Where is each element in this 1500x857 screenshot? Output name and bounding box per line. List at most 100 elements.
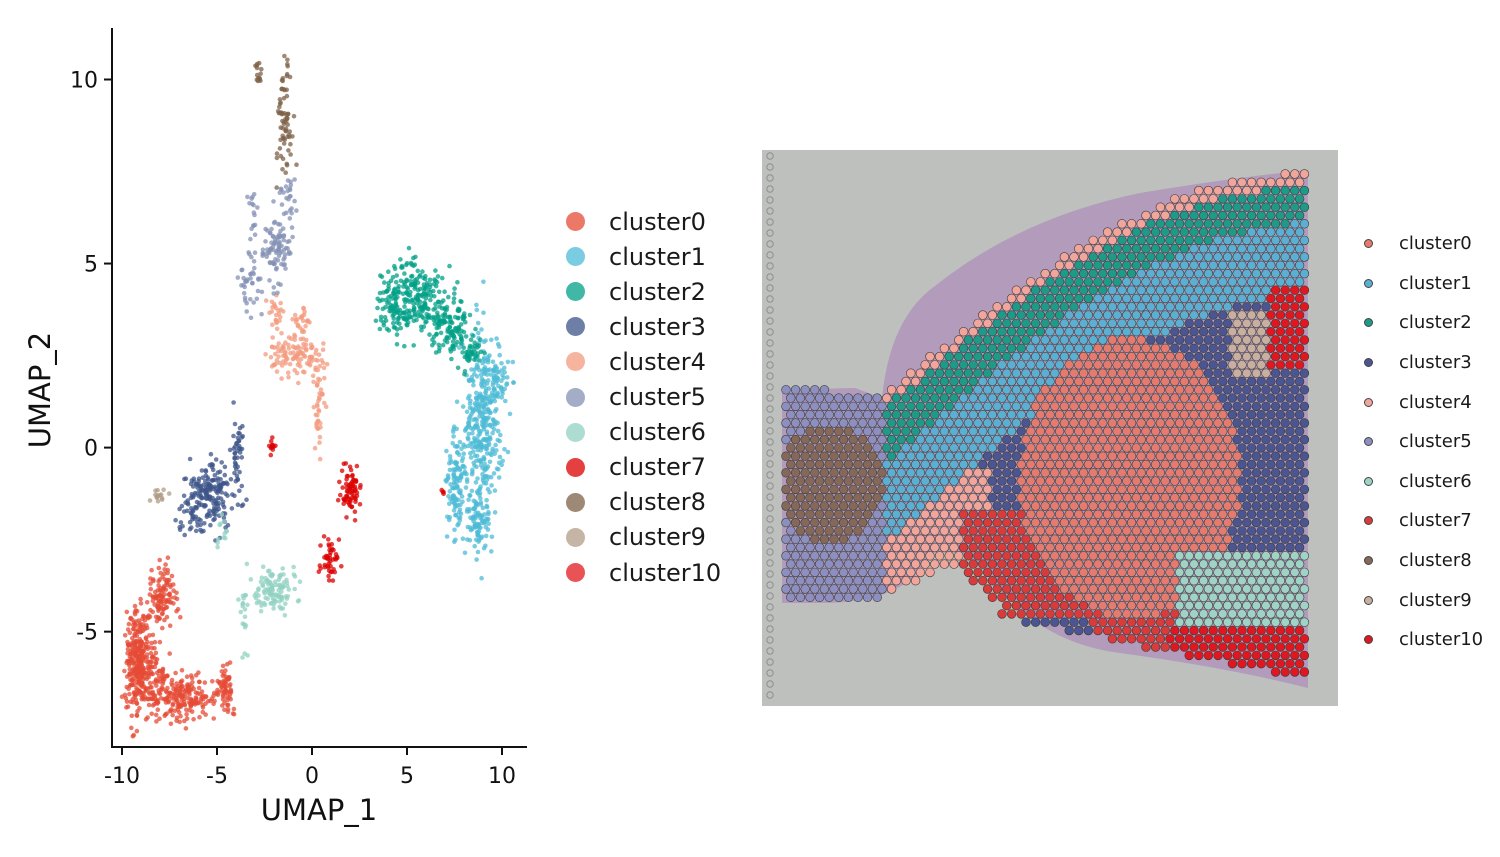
spatial-spot-cluster3 [1299, 517, 1310, 528]
umap-point-cluster1 [460, 404, 466, 409]
spatial-spot-cluster1 [1227, 293, 1238, 304]
umap-point-cluster7 [326, 573, 331, 579]
spatial-spot-cluster0 [1198, 476, 1209, 486]
umap-point-cluster2 [478, 349, 484, 355]
spatial-spot-cluster3 [1251, 468, 1262, 478]
spatial-spot-cluster0 [1194, 434, 1204, 445]
spatial-spot-cluster1 [896, 468, 906, 478]
spatial-spot-cluster3 [1218, 343, 1228, 354]
spatial-spot-cluster0 [1170, 493, 1180, 503]
umap-point-cluster1 [453, 512, 459, 518]
spatial-spot-cluster0 [1074, 459, 1084, 470]
umap-point-cluster1 [481, 454, 487, 460]
umap-point-cluster0 [134, 713, 140, 719]
spatial-spot-cluster3 [1222, 385, 1233, 395]
umap-point-cluster2 [416, 292, 421, 298]
spatial-spot-cluster0 [1131, 542, 1142, 553]
umap-point-cluster3 [229, 506, 235, 511]
spatial-spot-cluster3 [1232, 418, 1242, 428]
spatial-spot-cluster0 [1035, 426, 1046, 436]
spatial-spot-cluster3 [1266, 393, 1276, 403]
spatial-spot-cluster1 [1299, 235, 1310, 246]
spatial-spot-cluster1 [1002, 385, 1012, 395]
spatial-spot-cluster1 [1266, 260, 1276, 271]
spatial-spot-cluster0 [1107, 567, 1118, 578]
umap-point-cluster1 [468, 398, 473, 404]
spatial-spot-cluster1 [978, 443, 988, 453]
spatial-spot-cluster5 [862, 542, 873, 553]
spatial-spot-cluster0 [1165, 501, 1175, 511]
spatial-spot-cluster1 [882, 459, 892, 470]
spatial-spot-cluster3 [1261, 484, 1271, 495]
spatial-spot-cluster0 [1078, 584, 1089, 594]
spatial-spot-cluster5 [867, 551, 878, 561]
fiducial-dot [766, 405, 774, 413]
spatial-spot-cluster1 [963, 418, 974, 428]
spatial-spot-cluster2 [891, 410, 902, 420]
umap-point-cluster1 [483, 543, 488, 549]
spatial-spot-cluster8 [853, 493, 863, 503]
spatial-spot-cluster0 [1155, 434, 1166, 445]
umap-point-cluster0 [164, 673, 169, 679]
umap-point-cluster1 [489, 483, 494, 488]
spatial-spot-cluster1 [906, 468, 916, 478]
spatial-spot-cluster0 [1117, 434, 1127, 445]
spatial-spot-cluster0 [1150, 493, 1161, 503]
umap-point-cluster4 [309, 354, 315, 360]
spatial-spot-cluster0 [1227, 426, 1238, 436]
spatial-spot-cluster2 [1117, 252, 1127, 262]
spatial-spot-cluster8 [810, 501, 820, 511]
spatial-spot-cluster8 [805, 509, 815, 519]
umap-point-cluster1 [467, 492, 472, 498]
umap-point-cluster2 [407, 299, 412, 305]
spatial-spot-cluster0 [1117, 517, 1127, 528]
umap-point-cluster2 [411, 297, 416, 303]
umap-point-cluster5 [276, 253, 282, 259]
spatial-spot-cluster9 [1242, 351, 1252, 362]
umap-point-cluster2 [377, 326, 383, 332]
spatial-spot-cluster4 [896, 534, 906, 544]
spatial-spot-cluster3 [1002, 501, 1012, 511]
spatial-spot-cluster1 [987, 426, 998, 436]
spatial-spot-cluster8 [795, 459, 806, 470]
umap-point-cluster0 [146, 696, 151, 702]
umap-point-cluster4 [273, 351, 278, 357]
spatial-spot-cluster2 [1179, 243, 1190, 254]
spatial-spot-cluster8 [867, 451, 878, 461]
spatial-spot-cluster1 [925, 468, 935, 478]
umap-point-cluster2 [373, 318, 379, 324]
spatial-spot-cluster5 [872, 393, 882, 403]
spatial-spot-cluster0 [1054, 459, 1065, 470]
umap-point-cluster6 [271, 602, 277, 607]
spatial-spot-cluster3 [1203, 335, 1214, 345]
umap-point-cluster7 [441, 489, 446, 495]
spatial-spot-cluster1 [1059, 318, 1070, 329]
umap-point-cluster0 [137, 629, 143, 635]
umap-point-cluster2 [430, 342, 435, 348]
spatial-spot-cluster5 [872, 426, 882, 436]
umap-point-cluster0 [175, 700, 180, 706]
spatial-spot-cluster2 [1275, 210, 1286, 221]
umap-point-cluster5 [255, 288, 261, 294]
spatial-spot-cluster0 [1093, 393, 1103, 403]
spatial-spot-cluster0 [1102, 393, 1113, 403]
spatial-spot-cluster5 [829, 551, 839, 561]
umap-point-cluster0 [164, 614, 170, 620]
spatial-spot-cluster8 [834, 476, 844, 486]
spatial-spot-cluster0 [1150, 393, 1161, 403]
umap-point-cluster4 [295, 362, 301, 368]
umap-point-cluster7 [348, 467, 354, 473]
spatial-spot-cluster1 [1194, 268, 1204, 279]
umap-point-cluster4 [286, 374, 291, 380]
spatial-spot-cluster4 [882, 393, 892, 403]
umap-point-cluster0 [129, 725, 134, 731]
spatial-spot-cluster0 [1117, 468, 1127, 478]
umap-point-cluster1 [472, 407, 478, 413]
spatial-spot-cluster0 [1064, 493, 1074, 503]
spatial-spot-cluster0 [1078, 418, 1089, 428]
spatial-spot-cluster0 [1126, 484, 1137, 495]
spatial-spot-cluster4 [1266, 177, 1276, 187]
spatial-spot-cluster2 [1078, 285, 1089, 295]
spatial-spot-cluster3 [1270, 468, 1281, 478]
spatial-spot-cluster7 [1083, 609, 1094, 619]
